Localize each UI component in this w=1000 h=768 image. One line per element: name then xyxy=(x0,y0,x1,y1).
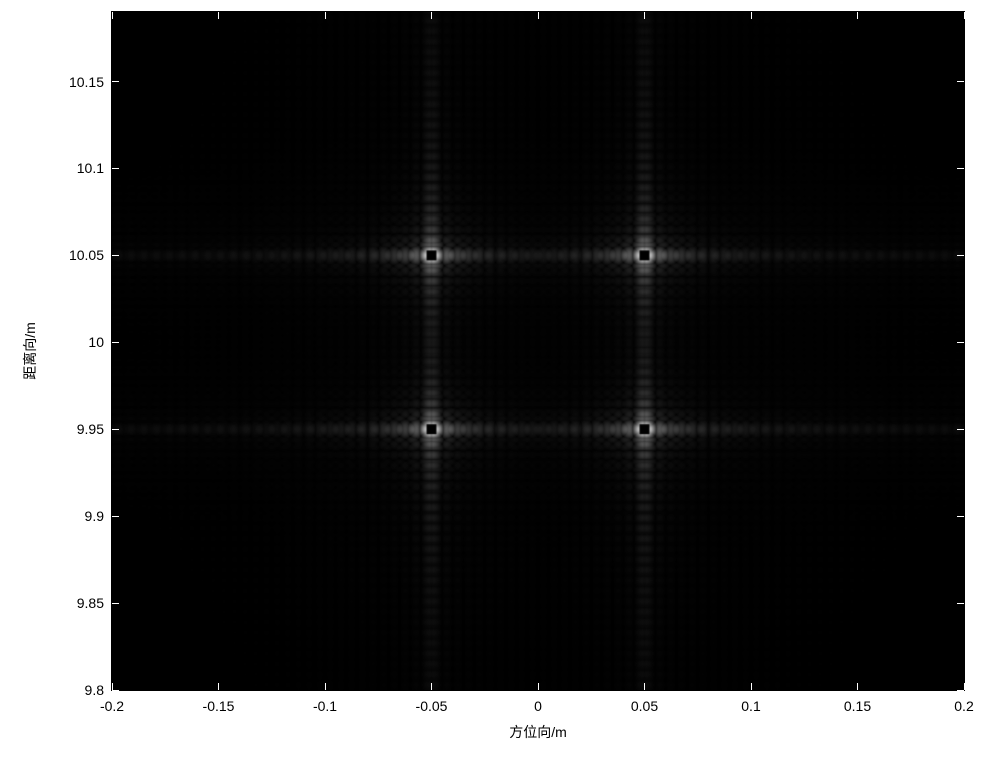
x-tick-mark-top xyxy=(751,12,752,19)
x-tick-mark-top xyxy=(218,12,219,19)
x-tick-label: -0.1 xyxy=(313,698,337,714)
x-tick-mark xyxy=(431,683,432,690)
x-tick-mark-top xyxy=(325,12,326,19)
y-tick-mark-right xyxy=(957,168,964,169)
y-tick-mark-right xyxy=(957,429,964,430)
x-tick-label: 0.1 xyxy=(741,698,760,714)
y-tick-mark-right xyxy=(957,690,964,691)
plot-area xyxy=(112,12,964,690)
x-tick-label: 0.2 xyxy=(954,698,973,714)
x-tick-label: 0.15 xyxy=(844,698,871,714)
y-tick-label: 9.9 xyxy=(60,508,104,524)
y-tick-mark xyxy=(112,168,119,169)
x-tick-label: -0.2 xyxy=(100,698,124,714)
x-tick-mark-top xyxy=(112,12,113,19)
y-tick-label: 10.1 xyxy=(60,160,104,176)
y-tick-label: 9.85 xyxy=(60,595,104,611)
y-tick-label: 10 xyxy=(60,334,104,350)
y-tick-mark xyxy=(112,255,119,256)
x-tick-mark xyxy=(644,683,645,690)
psf-canvas xyxy=(112,12,964,690)
x-tick-label: 0 xyxy=(534,698,542,714)
y-tick-mark xyxy=(112,81,119,82)
x-tick-mark-top xyxy=(431,12,432,19)
x-tick-mark xyxy=(751,683,752,690)
psf-figure: 方位向/m 距离向/m -0.2 -0.15 -0.1 -0.05 0 0.05 0.1 0.… xyxy=(0,0,1000,768)
y-tick-mark xyxy=(112,603,119,604)
x-tick-mark-top xyxy=(644,12,645,19)
x-tick-mark xyxy=(218,683,219,690)
x-axis-title: 方位向/m xyxy=(509,722,567,742)
x-tick-mark xyxy=(325,683,326,690)
x-tick-mark-top xyxy=(857,12,858,19)
y-tick-mark xyxy=(112,690,119,691)
y-tick-label: 9.8 xyxy=(60,682,104,698)
y-tick-mark xyxy=(112,516,119,517)
x-tick-label: -0.05 xyxy=(416,698,448,714)
y-tick-mark-right xyxy=(957,603,964,604)
y-tick-mark xyxy=(112,342,119,343)
y-tick-mark-right xyxy=(957,342,964,343)
y-tick-label: 10.05 xyxy=(60,247,104,263)
x-tick-label: -0.15 xyxy=(203,698,235,714)
x-tick-mark-top xyxy=(964,12,965,19)
y-axis-title: 距离向/m xyxy=(20,322,40,380)
x-tick-mark xyxy=(857,683,858,690)
y-tick-mark xyxy=(112,429,119,430)
y-tick-mark-right xyxy=(957,255,964,256)
y-tick-label: 10.15 xyxy=(60,74,104,90)
x-tick-label: 0.05 xyxy=(631,698,658,714)
y-tick-mark-right xyxy=(957,81,964,82)
y-tick-label: 9.95 xyxy=(60,421,104,437)
x-tick-mark xyxy=(538,683,539,690)
y-tick-mark-right xyxy=(957,516,964,517)
x-tick-mark-top xyxy=(538,12,539,19)
